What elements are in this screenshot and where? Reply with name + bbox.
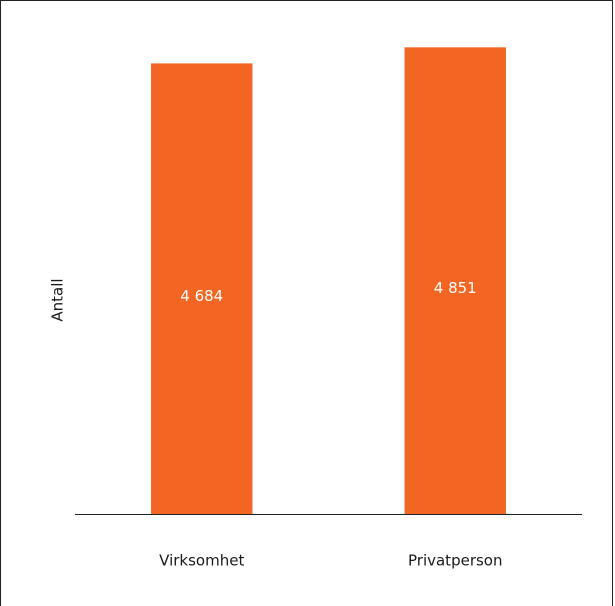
bar — [151, 63, 253, 514]
value-label: 4 851 — [434, 279, 477, 297]
value-label: 4 684 — [180, 287, 223, 305]
x-tick-label: Virksomhet — [159, 552, 244, 570]
y-axis-label: Antall — [49, 278, 67, 321]
bar — [404, 47, 506, 514]
x-tick-label: Privatperson — [408, 552, 502, 570]
